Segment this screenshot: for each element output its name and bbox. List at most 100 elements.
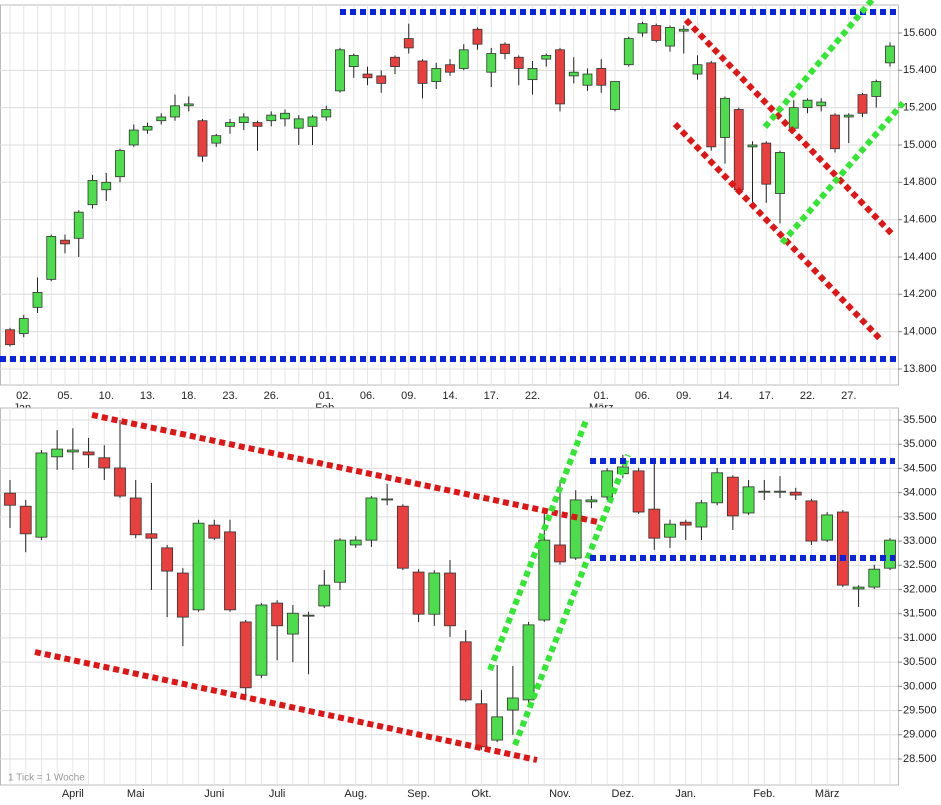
candle-body [239, 621, 252, 689]
candle-body [170, 105, 180, 118]
candle-body [805, 500, 818, 542]
candle-body [321, 109, 332, 118]
candle-body [431, 68, 442, 82]
candle-body [255, 604, 268, 676]
candle-body [445, 64, 455, 73]
x-tick-label: 09. [676, 390, 691, 402]
candle-body [857, 94, 868, 114]
candle-body [472, 28, 483, 45]
y-tick-label: 33.500 [903, 511, 937, 523]
x-tick-label: 10. [99, 390, 114, 402]
candle-body [417, 60, 428, 84]
candle-body [706, 62, 717, 148]
x-tick-label: 27. [841, 390, 856, 402]
candle-body [114, 467, 126, 497]
candle-body [98, 457, 111, 469]
candle-body [192, 522, 205, 611]
candle-body [390, 56, 400, 67]
candle-body [459, 641, 472, 701]
candle-body [208, 524, 221, 539]
candle-body [444, 572, 456, 627]
candle-body [428, 572, 441, 615]
candle-body [5, 329, 15, 346]
candle-body [555, 49, 565, 105]
candle-body [679, 521, 692, 526]
candle-body [362, 73, 373, 79]
x-tick-label: 22. [800, 390, 815, 402]
candle-body [695, 502, 708, 528]
candle-body [742, 486, 755, 514]
y-tick-label: 14.800 [903, 176, 937, 188]
candle-body [500, 43, 510, 54]
candle-body [82, 451, 95, 456]
candle-body [623, 38, 634, 66]
candle-body [585, 499, 598, 503]
candle-body [396, 505, 409, 569]
candle-body [51, 448, 64, 458]
candle-body [46, 236, 57, 280]
x-tick-label: 26. [264, 390, 279, 402]
y-tick-label: 30.000 [903, 680, 937, 692]
candle-body [365, 497, 378, 541]
candle-body [761, 142, 772, 185]
candle-body [238, 116, 249, 123]
x-tick-label: 01. [594, 390, 609, 402]
candle-body [35, 452, 48, 538]
candle-body [156, 116, 167, 122]
candle-body [145, 533, 158, 539]
candle-body [733, 109, 744, 191]
x-tick-label: 09. [401, 390, 416, 402]
x-tick-label: Mai [127, 788, 145, 800]
y-tick-label: 33.000 [903, 535, 937, 547]
trend-channel-line [762, 0, 875, 129]
candle-body [885, 45, 895, 64]
candle-body [458, 49, 469, 69]
y-tick-label: 14.400 [903, 251, 937, 263]
candle-body [692, 64, 703, 75]
y-tick-label: 15.200 [903, 102, 937, 114]
candle-body [665, 26, 675, 47]
candle-body [307, 116, 318, 127]
candle-body [73, 211, 84, 239]
x-tick-label: 18. [181, 390, 196, 402]
candle-body [128, 129, 139, 146]
candle-body [412, 571, 425, 615]
candle-body [664, 523, 676, 538]
candle-body [335, 49, 345, 92]
x-tick-label: Juni [204, 788, 224, 800]
candle-body [252, 122, 263, 127]
trend-channel-line [91, 412, 599, 525]
x-tick-label: Nov. [549, 788, 571, 800]
candle-body [87, 180, 98, 206]
y-tick-label: 34.500 [903, 462, 937, 474]
candle-body [802, 99, 813, 109]
candle-body [161, 547, 174, 572]
candle-body [142, 125, 153, 131]
y-tick-label: 30.500 [903, 656, 937, 668]
x-tick-label: 05. [57, 390, 72, 402]
y-tick-label: 28.500 [903, 753, 937, 765]
candle-body [197, 120, 208, 157]
y-tick-label: 29.500 [903, 704, 937, 716]
candle-body [513, 56, 524, 69]
x-tick-label: 23. [222, 390, 237, 402]
candle-body [726, 476, 739, 517]
x-tick-label: Sep. [407, 788, 430, 800]
candle-body [176, 572, 189, 618]
candle-body [271, 602, 284, 627]
candle-body [4, 492, 16, 506]
candle-body [596, 68, 607, 86]
candle-body [774, 490, 786, 493]
candle-body [183, 103, 194, 107]
candle-body [334, 539, 346, 583]
y-tick-label: 14.200 [903, 288, 937, 300]
candle-body [830, 114, 840, 150]
x-tick-label: April [62, 788, 84, 800]
candle-body [884, 539, 896, 569]
y-tick-label: 35.000 [903, 438, 937, 450]
candle-body [711, 472, 724, 504]
candle-body [381, 498, 394, 501]
candle-body [506, 697, 519, 711]
trend-channel-line [512, 453, 631, 747]
